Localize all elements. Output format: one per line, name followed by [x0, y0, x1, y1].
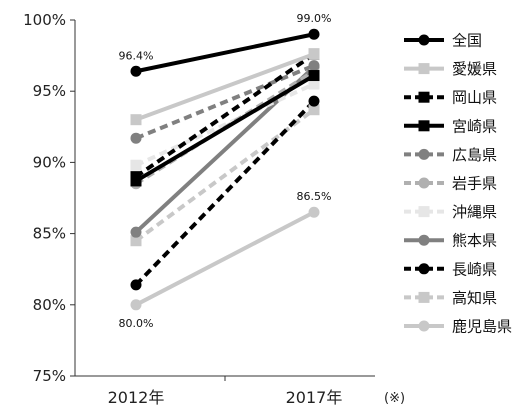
data-labels: 96.4% 99.0% 86.5% 80.0%	[119, 12, 332, 330]
data-point	[130, 171, 142, 183]
x-category-labels: 2012年 2017年	[108, 388, 343, 407]
data-label: 96.4%	[119, 49, 154, 62]
legend-label: 熊本県	[452, 232, 497, 250]
data-point	[130, 159, 142, 171]
data-point	[308, 206, 320, 218]
data-label: 99.0%	[297, 12, 332, 25]
legend-item: 沖縄県	[404, 203, 497, 221]
y-tick-label: 95%	[33, 82, 66, 100]
y-tick-label: 90%	[33, 153, 66, 171]
axes	[74, 20, 375, 381]
legend-swatch-marker	[418, 234, 430, 246]
x-category-label: 2017年	[286, 388, 343, 407]
data-point	[130, 226, 142, 238]
data-point	[308, 78, 320, 90]
data-point	[130, 299, 142, 311]
series-line	[135, 32, 315, 74]
legend-label: 愛媛県	[452, 60, 497, 78]
data-point	[308, 28, 320, 40]
legend-swatch-marker	[418, 34, 430, 46]
series-line	[135, 82, 315, 168]
data-point	[130, 114, 142, 126]
series-line	[134, 73, 316, 183]
y-tick-label: 75%	[33, 367, 66, 385]
data-point	[308, 60, 320, 72]
legend-label: 岩手県	[452, 175, 497, 193]
data-point	[308, 104, 320, 116]
data-point	[130, 132, 142, 144]
legend-item: 岩手県	[404, 175, 497, 193]
series-line	[134, 99, 316, 287]
legend-swatch-marker	[418, 63, 430, 75]
data-point	[308, 95, 320, 107]
legend-swatch-marker	[418, 263, 430, 275]
legend-swatch-marker	[418, 120, 430, 132]
series-markers	[130, 28, 320, 311]
legend-item: 熊本県	[404, 232, 497, 250]
legend-label: 全国	[452, 32, 482, 50]
series-line	[135, 63, 315, 141]
legend-swatch-marker	[418, 91, 430, 103]
data-point	[130, 235, 142, 247]
legend-swatch-marker	[418, 206, 430, 218]
data-point	[308, 48, 320, 60]
y-tick-labels: 75% 80% 85% 90% 95% 100%	[23, 11, 75, 385]
legend-swatch-marker	[418, 177, 430, 189]
legend-label: 岡山県	[452, 89, 497, 107]
legend-label: 広島県	[452, 146, 497, 164]
y-tick-label: 80%	[33, 296, 66, 314]
x-category-label: 2012年	[108, 388, 165, 407]
legend-label: 鹿児島県	[452, 318, 512, 336]
legend-item: 岡山県	[404, 89, 497, 107]
series-line	[135, 52, 315, 122]
legend-item: 広島県	[404, 146, 497, 164]
legend-item: 長崎県	[404, 260, 497, 278]
legend-swatch-marker	[418, 148, 430, 160]
series-line	[134, 52, 316, 179]
data-point	[308, 70, 320, 82]
data-label: 86.5%	[297, 190, 332, 203]
y-tick-label: 85%	[33, 225, 66, 243]
series-lines	[134, 32, 316, 307]
axis-note: (※)	[384, 391, 405, 406]
legend-item: 高知県	[404, 289, 497, 307]
legend-swatch-marker	[418, 320, 430, 332]
legend-label: 長崎県	[452, 260, 497, 278]
legend-item: 宮崎県	[404, 117, 497, 135]
data-label: 80.0%	[119, 317, 154, 330]
data-point	[130, 279, 142, 291]
legend-swatch-marker	[418, 291, 430, 303]
legend-label: 宮崎県	[452, 117, 497, 135]
legend-item: 愛媛県	[404, 60, 497, 78]
legend-label: 高知県	[452, 289, 497, 307]
series-line	[135, 210, 315, 307]
legend-item: 全国	[404, 32, 482, 50]
y-tick-label: 100%	[23, 11, 66, 29]
legend-item: 鹿児島県	[404, 318, 512, 336]
legend-label: 沖縄県	[452, 203, 497, 221]
data-point	[130, 65, 142, 77]
